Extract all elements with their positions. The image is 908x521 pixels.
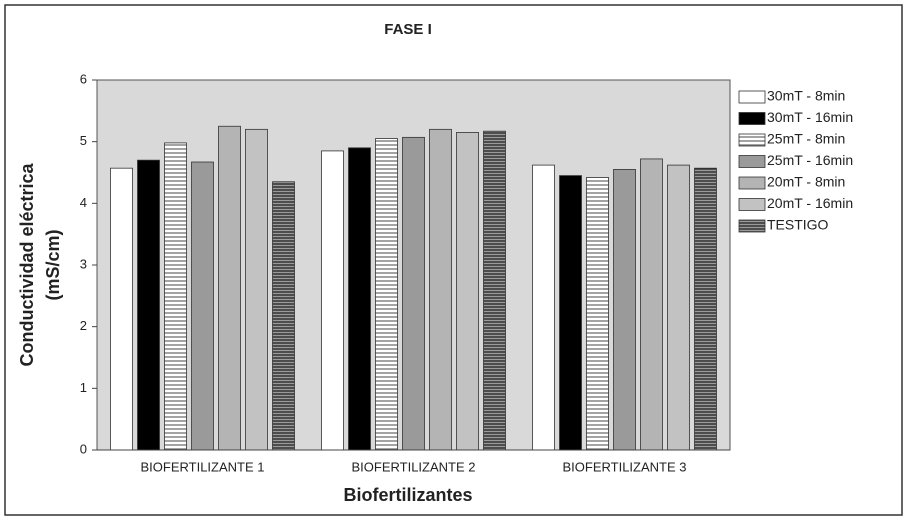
legend-label: 25mT - 8min — [767, 131, 845, 147]
bar — [586, 177, 609, 451]
bar — [272, 181, 295, 451]
legend-label: 30mT - 16min — [767, 109, 853, 125]
y-tick-label: 1 — [80, 380, 87, 395]
legend-swatch — [738, 198, 766, 211]
bar — [375, 138, 398, 451]
bar — [164, 142, 187, 451]
bar — [218, 125, 241, 451]
legend-label: 25mT - 16min — [767, 152, 853, 168]
legend-swatch — [738, 219, 766, 233]
bar — [483, 130, 506, 451]
y-tick-label: 5 — [80, 133, 87, 148]
y-tick-label: 6 — [80, 71, 87, 86]
frame — [4, 4, 903, 516]
bar — [348, 147, 371, 451]
bar — [640, 158, 663, 451]
y-tick-label: 4 — [80, 195, 87, 210]
x-tick-label: BIOFERTILIZANTE 2 — [351, 459, 475, 474]
bar — [559, 175, 582, 451]
x-tick-label: BIOFERTILIZANTE 1 — [140, 459, 264, 474]
bar — [137, 159, 160, 451]
bar — [667, 164, 690, 451]
legend-swatch — [738, 133, 766, 147]
x-tick-label: BIOFERTILIZANTE 3 — [562, 459, 686, 474]
legend-label: TESTIGO — [767, 217, 829, 233]
bar — [110, 167, 133, 451]
bar — [613, 169, 636, 451]
chart-title: FASE I — [384, 21, 432, 38]
legend-label: 20mT - 8min — [767, 174, 845, 190]
bar — [694, 167, 717, 451]
bar — [402, 136, 425, 451]
bar — [321, 150, 344, 451]
x-axis-title: Biofertilizantes — [343, 485, 472, 505]
y-tick-label: 2 — [80, 318, 87, 333]
legend-label: 20mT - 16min — [767, 195, 853, 211]
bar — [191, 161, 214, 451]
legend-swatch — [738, 176, 766, 190]
bar — [456, 132, 479, 451]
y-tick-label: 3 — [80, 256, 87, 271]
legend-swatch — [738, 112, 766, 125]
y-tick-label: 0 — [80, 441, 87, 456]
bar — [532, 164, 555, 451]
legend-swatch — [738, 155, 766, 168]
y-axis-title: Conductividad eléctrica — [17, 162, 37, 366]
legend-label: 30mT - 8min — [767, 88, 845, 104]
y-axis-title: (mS/cm) — [43, 229, 63, 300]
legend-swatch — [738, 90, 766, 104]
bar — [245, 128, 268, 451]
bar — [429, 128, 452, 451]
